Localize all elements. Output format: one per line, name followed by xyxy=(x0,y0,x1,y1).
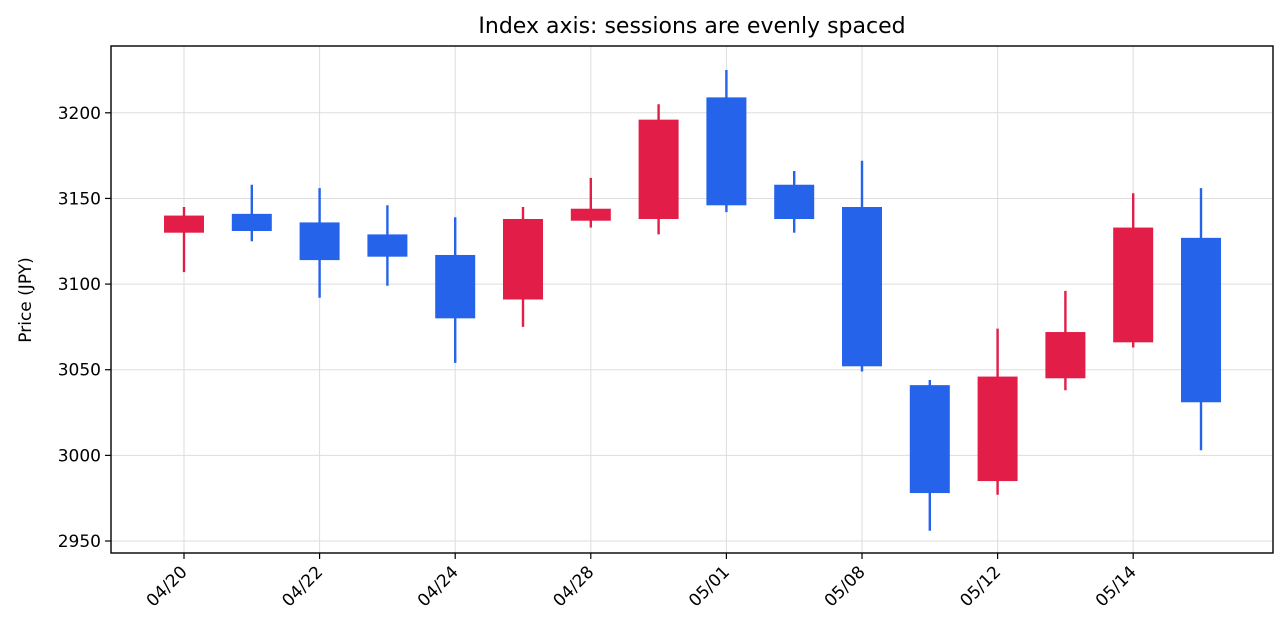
y-tick-label: 3150 xyxy=(58,189,101,209)
x-tick-label: 05/14 xyxy=(1092,562,1141,611)
candle-up xyxy=(977,328,1018,495)
candle-body xyxy=(367,234,408,257)
candle-body xyxy=(706,97,747,206)
candle-up xyxy=(638,104,679,235)
x-tick-label: 05/12 xyxy=(956,562,1005,611)
y-tick-label: 3200 xyxy=(58,104,101,124)
candle-body xyxy=(1113,227,1154,343)
candle-down xyxy=(231,184,272,242)
x-axis: 04/20 04/22 04/24 04/28 05/01 05/08 05/12 05/14 xyxy=(143,553,1141,611)
x-tick-label: 04/22 xyxy=(278,562,327,611)
candle-up xyxy=(503,207,543,327)
candle-up xyxy=(1045,290,1086,391)
grid-layer xyxy=(111,46,1273,553)
candle-body xyxy=(164,215,204,233)
candle-body xyxy=(503,218,543,300)
candle-down xyxy=(706,69,747,213)
candle-body xyxy=(299,222,340,261)
y-tick-label: 3100 xyxy=(58,275,101,295)
candle-down xyxy=(299,188,340,298)
y-axis-label: Price (JPY) xyxy=(16,257,36,342)
candle-down xyxy=(367,205,408,286)
chart-title: Index axis: sessions are evenly spaced xyxy=(478,14,905,39)
candle-up xyxy=(1113,193,1154,348)
candle-down xyxy=(1181,188,1221,451)
x-tick-label: 05/01 xyxy=(685,562,734,611)
plot-frame xyxy=(110,45,1274,554)
y-tick-label: 3000 xyxy=(58,446,101,466)
y-tick-label: 2950 xyxy=(58,532,101,552)
candle-down xyxy=(435,217,476,363)
candle-body xyxy=(231,213,272,231)
candle-body xyxy=(842,207,882,367)
candle-down xyxy=(909,380,950,531)
candle-body xyxy=(638,119,679,219)
y-axis: 2950 3000 3050 3100 3150 3200 xyxy=(58,104,111,552)
candle-body xyxy=(909,385,950,494)
x-tick-label: 04/28 xyxy=(550,562,599,611)
candle-body xyxy=(977,376,1018,482)
candle-down xyxy=(774,171,815,233)
candle-up xyxy=(164,207,204,273)
x-tick-label: 05/08 xyxy=(821,562,870,611)
candle-up xyxy=(570,177,611,228)
candle-body xyxy=(570,208,611,221)
x-tick-label: 04/24 xyxy=(414,562,463,611)
candle-down xyxy=(842,160,882,372)
candle-body xyxy=(435,254,476,319)
candle-body xyxy=(774,184,815,219)
candle-layer xyxy=(164,69,1221,531)
candle-body xyxy=(1181,237,1221,403)
candle-body xyxy=(1045,332,1086,379)
x-tick-label: 04/20 xyxy=(143,562,192,611)
y-tick-label: 3050 xyxy=(58,361,101,381)
